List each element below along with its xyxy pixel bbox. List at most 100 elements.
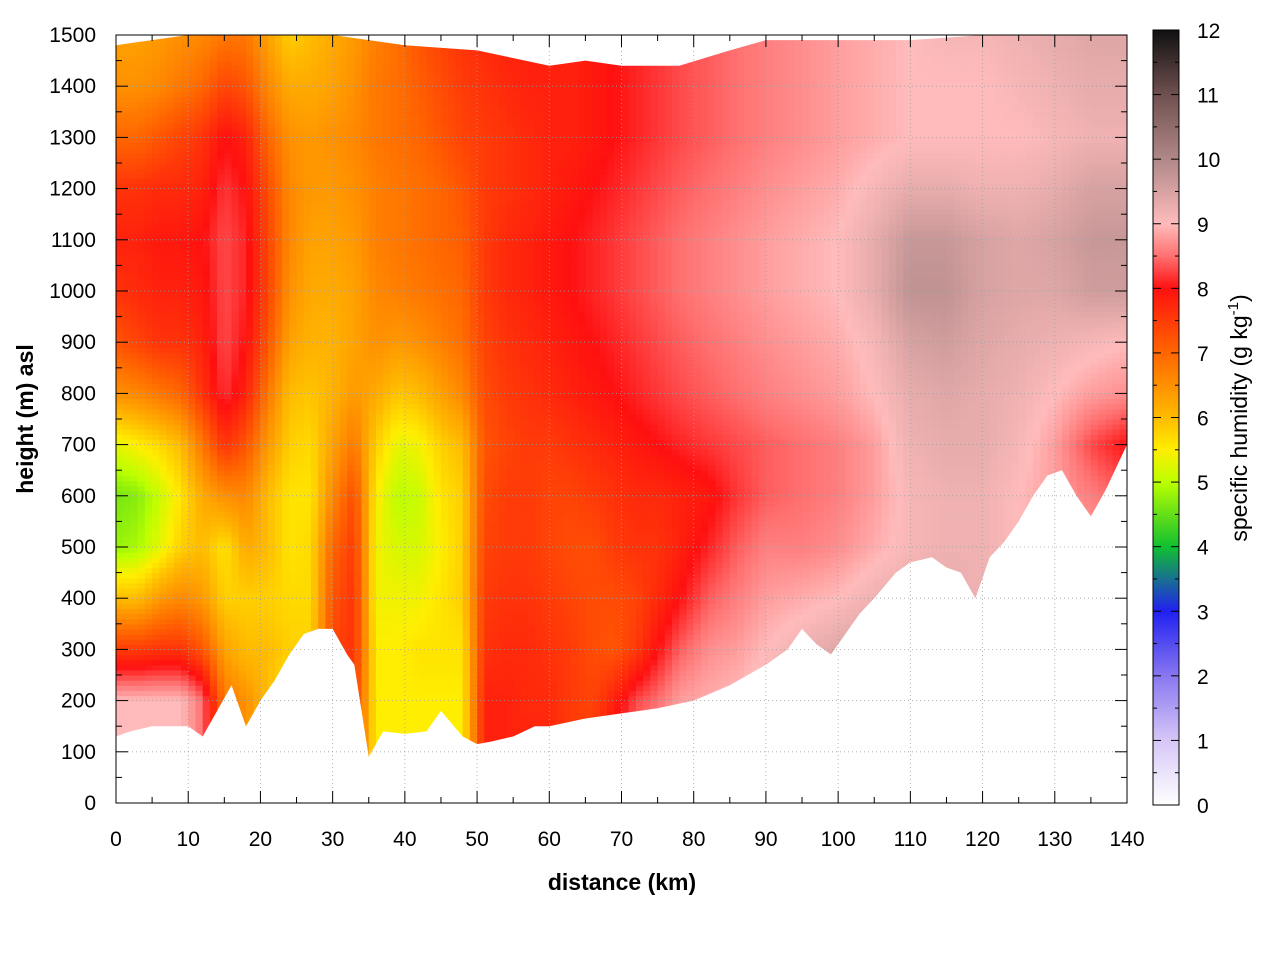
field-cell xyxy=(347,378,355,384)
field-cell xyxy=(173,470,182,476)
field-cell xyxy=(274,147,283,154)
field-cell xyxy=(332,224,341,231)
field-cell xyxy=(137,459,146,466)
field-cell xyxy=(231,65,240,72)
field-cell xyxy=(289,45,298,51)
field-cell xyxy=(303,188,312,195)
field-cell xyxy=(217,188,225,195)
field-cell xyxy=(173,168,182,174)
field-cell xyxy=(195,337,204,343)
field-cell xyxy=(116,429,124,435)
field-cell xyxy=(159,198,168,205)
field-cell xyxy=(354,388,363,394)
field-cell xyxy=(303,301,312,307)
field-cell xyxy=(180,603,189,610)
field-cell xyxy=(282,567,290,574)
field-cell xyxy=(209,470,218,476)
field-cell xyxy=(144,403,153,410)
field-cell xyxy=(245,516,254,522)
field-cell xyxy=(354,357,363,364)
field-cell xyxy=(260,311,269,318)
field-cell xyxy=(253,470,262,476)
field-cell xyxy=(245,132,254,138)
field-cell xyxy=(188,347,197,354)
field-cell xyxy=(318,393,327,400)
field-cell xyxy=(231,35,240,41)
field-cell xyxy=(166,715,175,722)
field-cell xyxy=(339,511,348,517)
field-cell xyxy=(159,547,168,553)
field-cell xyxy=(137,654,146,661)
field-cell xyxy=(195,86,204,92)
field-cell xyxy=(202,163,211,169)
field-cell xyxy=(173,454,182,461)
field-cell xyxy=(296,552,305,558)
field-cell xyxy=(361,628,370,635)
field-cell xyxy=(318,424,327,430)
field-cell xyxy=(231,306,240,313)
field-cell xyxy=(310,183,319,190)
field-cell xyxy=(274,352,283,359)
field-cell xyxy=(195,106,204,113)
field-cell xyxy=(159,403,168,410)
field-cell xyxy=(318,116,327,123)
field-cell xyxy=(144,326,153,333)
field-cell xyxy=(123,413,132,420)
field-cell xyxy=(289,613,298,620)
field-cell xyxy=(296,454,305,461)
field-cell xyxy=(217,459,225,466)
field-cell xyxy=(274,470,283,476)
field-cell xyxy=(303,613,312,620)
field-cell xyxy=(217,152,225,159)
field-cell xyxy=(325,209,334,215)
field-cell xyxy=(231,152,240,159)
field-cell xyxy=(202,285,211,292)
field-cell xyxy=(310,229,319,236)
field-cell xyxy=(245,250,254,256)
field-cell xyxy=(325,270,334,277)
field-cell xyxy=(245,86,254,92)
field-cell xyxy=(137,454,146,461)
field-cell xyxy=(159,75,168,82)
field-cell xyxy=(267,255,276,261)
field-cell xyxy=(144,352,153,359)
field-cell xyxy=(347,567,355,574)
field-cell xyxy=(361,260,370,266)
field-cell xyxy=(159,639,168,645)
field-cell xyxy=(245,157,254,164)
field-cell xyxy=(116,265,124,272)
field-cell xyxy=(188,45,197,51)
field-cell xyxy=(339,132,348,138)
field-cell xyxy=(267,265,276,272)
field-cell xyxy=(209,675,218,681)
field-cell xyxy=(224,357,233,364)
field-cell xyxy=(267,587,276,594)
field-cell xyxy=(361,163,370,169)
field-cell xyxy=(282,639,290,645)
field-cell xyxy=(202,357,211,364)
field-cell xyxy=(137,229,146,236)
field-cell xyxy=(354,541,363,548)
field-cell xyxy=(260,331,269,338)
field-cell xyxy=(231,480,240,487)
field-cell xyxy=(159,475,168,482)
field-cell xyxy=(361,209,370,215)
field-cell xyxy=(296,331,305,338)
field-cell xyxy=(332,316,341,323)
field-cell xyxy=(296,623,305,630)
field-cell xyxy=(224,480,233,487)
field-cell xyxy=(195,219,204,226)
field-cell xyxy=(245,101,254,108)
field-cell xyxy=(274,623,283,630)
field-cell xyxy=(173,285,182,292)
field-cell xyxy=(202,552,211,558)
field-cell xyxy=(289,183,298,190)
field-cell xyxy=(180,577,189,584)
field-cell xyxy=(224,567,233,574)
field-cell xyxy=(166,372,175,379)
field-cell xyxy=(188,296,197,302)
field-cell xyxy=(166,705,175,712)
field-cell xyxy=(318,275,327,282)
field-cell xyxy=(238,500,247,507)
field-cell xyxy=(130,516,139,522)
